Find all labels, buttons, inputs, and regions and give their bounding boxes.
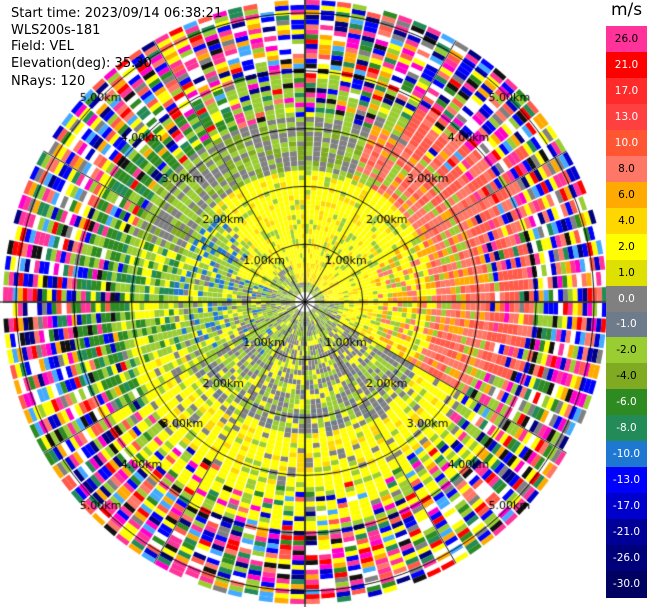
colorbar-tick-label: -30.0 [612,578,641,591]
colorbar-tick-label: 4.0 [618,214,635,227]
colorbar-tick-label: -26.0 [612,552,641,565]
colorbar-segment [606,129,647,157]
colorbar-tick-label: -10.0 [612,448,641,461]
colorbar-segment [606,337,647,364]
colorbar-tick-label: -13.0 [612,474,641,487]
field-label: Field: VEL [11,39,74,54]
colorbar-tick-label: -6.0 [616,396,637,409]
colorbar-tick-label: 13.0 [614,110,639,123]
colorbar-tick-label: -21.0 [612,526,641,539]
colorbar-tick-label: 0.0 [618,292,635,305]
colorbar-segment [606,389,647,416]
colorbar-tick-label: 17.0 [614,84,639,97]
colorbar-tick-label: -17.0 [612,500,641,513]
start-time-label: Start time: 2023/09/14 06:38:21 [11,6,223,21]
velocity-colorbar: 26.0 21.0 17.0 13.0 10.0 8.0 6.0 4.0 2.0 1.0 0.0 -1… [606,26,647,598]
colorbar-tick-label: 26.0 [614,32,639,45]
elevation-label: Elevation(deg): 35.30 [11,55,152,71]
colorbar-tick-label: 8.0 [618,162,635,175]
colorbar-segment [606,51,647,79]
colorbar-segment [606,493,647,520]
colorbar-segment [606,259,647,287]
colorbar-tick-label: -8.0 [616,422,637,435]
colorbar-segment [606,233,647,261]
colorbar-segment [606,285,647,313]
colorbar-tick-label: 21.0 [614,58,639,71]
colorbar-tick-label: -4.0 [616,370,637,383]
colorbar-segment [606,519,647,546]
colorbar-unit-label: m/s [611,0,643,20]
colorbar-tick-label: 1.0 [618,266,635,279]
scan-info: Start time: 2023/09/14 06:38:21 WLS200s-… [11,6,222,91]
colorbar-tick-label: 10.0 [614,136,639,149]
colorbar-segment [606,311,647,339]
colorbar-tick-label: 2.0 [618,240,635,253]
colorbar-segment [606,26,647,53]
colorbar-tick-label: 6.0 [618,188,635,201]
colorbar-segment [606,103,647,131]
colorbar-segment [606,363,647,390]
colorbar-tick-label: -1.0 [616,318,637,331]
colorbar-segment [606,77,647,105]
colorbar-segment [606,467,647,494]
colorbar-segment [606,441,647,468]
colorbar-segment [606,181,647,209]
colorbar-segment [606,545,647,572]
nrays-label: NRays: 120 [11,74,86,89]
colorbar-segment [606,207,647,235]
instrument-label: WLS200s-181 [11,22,101,38]
colorbar-segment [606,155,647,183]
colorbar-segment [606,415,647,442]
colorbar-segment [606,571,647,598]
colorbar-tick-label: -2.0 [616,344,637,357]
